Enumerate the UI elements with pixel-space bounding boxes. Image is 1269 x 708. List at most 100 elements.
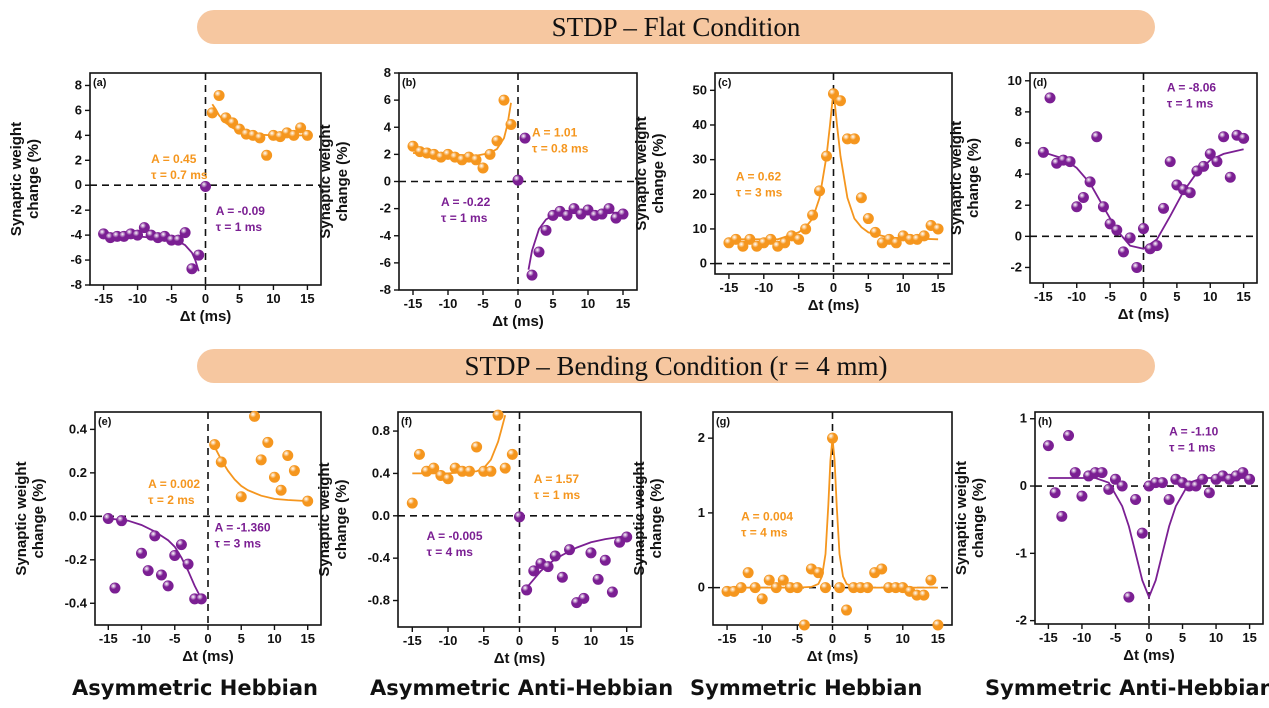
y-tick-label: 0 <box>1015 228 1022 243</box>
data-point-orange <box>492 409 504 421</box>
y-axis-label: Synaptic weight <box>8 122 25 236</box>
data-point-orange <box>470 154 482 166</box>
y-tick-label: 20 <box>693 186 707 201</box>
data-point-purple <box>116 515 128 527</box>
data-point-purple <box>1218 131 1230 143</box>
data-point-purple <box>1156 477 1168 489</box>
data-point-orange <box>890 237 902 249</box>
x-tick-label: 5 <box>864 631 871 646</box>
x-tick-label: 5 <box>1179 630 1186 645</box>
x-tick-label: 10 <box>896 631 910 646</box>
y-tick-label: -0.8 <box>368 593 390 608</box>
data-point-orange <box>862 213 874 225</box>
data-point-orange <box>862 582 874 594</box>
data-point-purple <box>1111 224 1123 236</box>
data-point-purple <box>1116 480 1128 492</box>
y-tick-label: -4 <box>70 227 82 242</box>
data-point-purple <box>513 511 525 523</box>
data-point-purple <box>109 582 121 594</box>
data-point-purple <box>1224 171 1236 183</box>
data-point-purple <box>200 180 212 192</box>
x-tick-label: -15 <box>718 631 737 646</box>
data-point-purple <box>1158 202 1170 214</box>
fit-annotation: τ = 4 ms <box>427 545 474 559</box>
y-tick-label: -2 <box>1010 259 1022 274</box>
data-point-purple <box>1204 148 1216 160</box>
x-tick-label: -10 <box>128 291 147 306</box>
x-tick-label: -10 <box>439 633 458 648</box>
x-tick-label: -5 <box>169 631 181 646</box>
data-point-purple <box>549 550 561 562</box>
y-tick-label: -8 <box>379 282 391 297</box>
data-point-purple <box>1097 201 1109 213</box>
chart-panel-4: -15 -10 -5 0 5 10 15 -2 0 2 4 6 8 10 Δt (ms) Synaptic w… <box>948 72 1258 323</box>
data-point-orange <box>282 449 294 461</box>
panel-label: (d) <box>1033 77 1047 89</box>
x-axis-label: Δt (ms) <box>492 313 544 330</box>
fit-annotation: τ = 0.8 ms <box>532 142 589 156</box>
data-point-orange <box>756 593 768 605</box>
data-point-orange <box>763 574 775 586</box>
data-point-purple <box>1203 487 1215 499</box>
x-tick-label: 0 <box>830 280 837 295</box>
data-point-orange <box>925 574 937 586</box>
data-point-purple <box>1056 510 1068 522</box>
panel-label: (e) <box>98 416 112 428</box>
y-axis-label: Synaptic weight <box>317 124 334 238</box>
data-point-orange <box>302 495 314 507</box>
data-point-purple <box>155 569 167 581</box>
x-tick-label: 15 <box>619 633 633 648</box>
data-point-purple <box>603 203 615 215</box>
data-point-purple <box>1049 487 1061 499</box>
x-tick-label: -5 <box>477 296 489 311</box>
x-tick-label: 10 <box>266 291 280 306</box>
data-point-orange <box>485 465 497 477</box>
data-point-orange <box>807 209 819 221</box>
data-point-purple <box>149 530 161 542</box>
chart-panel-3: -15 -10 -5 0 5 10 15 0 10 20 30 40 50 Δt (ms) Synaptic… <box>633 72 953 314</box>
x-tick-label: 5 <box>865 280 872 295</box>
data-point-purple <box>1197 473 1209 485</box>
y-tick-label: 0.0 <box>372 508 390 523</box>
y-tick-label: -6 <box>70 252 82 267</box>
x-tick-label: 15 <box>1236 289 1250 304</box>
x-tick-label: 10 <box>1209 630 1223 645</box>
data-point-purple <box>195 593 207 605</box>
fit-annotation: A = 1.01 <box>532 126 578 140</box>
y-tick-label: 2 <box>698 430 705 445</box>
data-point-orange <box>413 448 425 460</box>
category-asymmetric-anti-hebbian: Asymmetric Anti-Hebbian <box>370 676 674 700</box>
x-tick-label: 0 <box>514 296 521 311</box>
data-point-purple <box>172 234 184 246</box>
category-asymmetric-hebbian: Asymmetric Hebbian <box>72 676 319 700</box>
data-point-orange <box>268 471 280 483</box>
data-point-orange <box>499 462 511 474</box>
data-point-orange <box>406 497 418 509</box>
data-point-purple <box>617 208 629 220</box>
category-symmetric-anti-hebbian: Symmetric Anti-Hebbian <box>985 676 1269 700</box>
banner-flat-condition: STDP – Flat Condition <box>197 10 1155 44</box>
x-tick-label: -5 <box>792 631 804 646</box>
data-point-orange <box>288 129 300 141</box>
fit-annotation: τ = 3 ms <box>736 185 783 199</box>
data-point-orange <box>819 582 831 594</box>
x-axis-label: Δt (ms) <box>808 297 860 314</box>
x-tick-label: 0 <box>204 631 211 646</box>
data-point-orange <box>301 129 313 141</box>
y-tick-label: 2 <box>384 146 391 161</box>
x-tick-label: -15 <box>404 296 423 311</box>
y-tick-label: -6 <box>379 255 391 270</box>
data-point-orange <box>735 582 747 594</box>
data-point-purple <box>606 586 618 598</box>
data-point-orange <box>442 473 454 485</box>
x-tick-label: 0 <box>516 633 523 648</box>
x-tick-label: 15 <box>931 280 945 295</box>
y-tick-label: -1 <box>1015 545 1027 560</box>
data-point-orange <box>505 119 517 131</box>
fit-annotation: τ = 1 ms <box>441 211 488 225</box>
plot-frame <box>1029 72 1258 284</box>
data-point-purple <box>1238 132 1250 144</box>
data-point-purple <box>1103 483 1115 495</box>
y-tick-label: 8 <box>75 77 82 92</box>
y-tick-label: 30 <box>693 152 707 167</box>
